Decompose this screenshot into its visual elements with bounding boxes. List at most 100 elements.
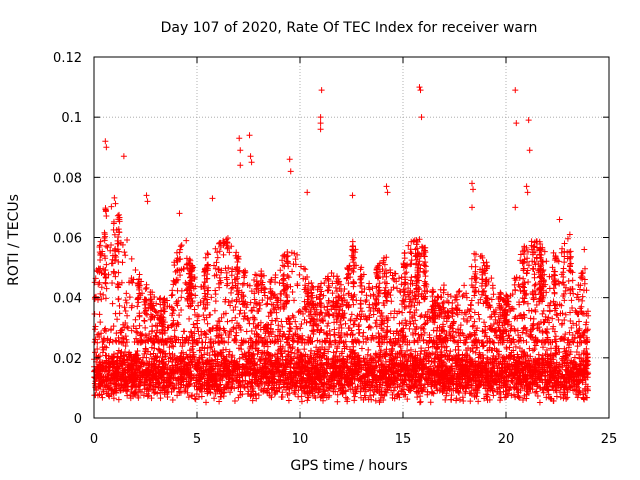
data-point bbox=[382, 358, 389, 365]
data-point bbox=[541, 365, 548, 372]
data-point bbox=[455, 388, 462, 395]
data-point bbox=[224, 367, 231, 374]
data-point bbox=[448, 396, 455, 403]
data-point bbox=[557, 394, 564, 401]
data-point bbox=[122, 343, 129, 349]
data-point bbox=[330, 349, 337, 356]
data-point bbox=[308, 347, 315, 354]
data-point bbox=[342, 394, 349, 401]
data-point bbox=[466, 354, 473, 361]
data-point bbox=[252, 345, 259, 352]
data-point bbox=[451, 368, 458, 375]
data-point bbox=[404, 396, 411, 403]
data-point bbox=[398, 350, 405, 357]
data-point bbox=[351, 393, 358, 400]
data-point bbox=[178, 350, 185, 357]
data-point bbox=[397, 357, 404, 364]
data-point bbox=[254, 351, 261, 358]
data-points bbox=[91, 84, 592, 406]
data-point bbox=[174, 392, 181, 399]
data-point bbox=[135, 383, 142, 390]
data-point bbox=[270, 375, 277, 382]
data-point bbox=[151, 354, 158, 361]
data-point bbox=[530, 347, 537, 354]
data-point bbox=[513, 380, 520, 387]
data-point bbox=[420, 356, 427, 363]
data-point bbox=[412, 348, 419, 355]
data-point bbox=[540, 344, 547, 351]
data-point bbox=[144, 393, 151, 400]
data-point bbox=[150, 350, 157, 357]
data-point bbox=[249, 397, 256, 404]
data-point bbox=[170, 385, 177, 392]
data-point bbox=[579, 379, 586, 386]
data-point bbox=[92, 384, 99, 391]
data-point bbox=[203, 399, 210, 406]
data-point bbox=[281, 347, 288, 354]
data-point bbox=[207, 344, 214, 351]
data-point bbox=[241, 350, 248, 357]
data-point bbox=[526, 385, 533, 392]
data-point bbox=[184, 389, 191, 396]
data-point bbox=[314, 353, 321, 360]
data-point bbox=[132, 389, 139, 396]
data-point bbox=[532, 342, 539, 349]
data-point bbox=[392, 384, 399, 391]
data-point bbox=[497, 397, 504, 404]
data-point bbox=[378, 357, 385, 364]
data-point bbox=[532, 389, 539, 396]
data-point bbox=[382, 353, 389, 360]
data-point bbox=[94, 345, 101, 352]
data-point bbox=[291, 350, 298, 357]
data-point bbox=[516, 345, 523, 352]
data-point bbox=[549, 373, 556, 380]
data-point bbox=[527, 353, 534, 360]
data-point bbox=[169, 396, 176, 403]
data-point bbox=[298, 398, 305, 405]
data-point bbox=[462, 388, 469, 395]
data-point bbox=[404, 347, 411, 354]
data-point bbox=[127, 395, 134, 402]
data-point bbox=[157, 389, 164, 396]
data-point bbox=[186, 347, 193, 354]
data-point bbox=[414, 385, 421, 392]
data-point bbox=[199, 344, 206, 351]
data-point bbox=[151, 390, 158, 397]
data-point bbox=[295, 370, 302, 377]
data-point bbox=[372, 383, 379, 390]
data-point bbox=[310, 354, 317, 361]
data-point bbox=[371, 388, 378, 395]
data-point bbox=[272, 389, 279, 396]
data-point bbox=[181, 388, 188, 395]
data-point bbox=[360, 364, 367, 371]
data-point bbox=[279, 389, 286, 396]
data-point bbox=[506, 344, 513, 351]
data-point bbox=[92, 349, 99, 356]
data-point bbox=[442, 396, 449, 403]
data-point bbox=[484, 372, 491, 379]
data-point bbox=[398, 387, 405, 394]
data-point bbox=[534, 367, 541, 374]
data-point bbox=[254, 361, 261, 368]
data-point bbox=[468, 390, 475, 397]
data-point bbox=[258, 386, 265, 393]
data-point bbox=[342, 387, 349, 394]
data-point bbox=[240, 354, 247, 361]
data-point bbox=[446, 356, 453, 363]
data-point bbox=[361, 359, 368, 366]
data-point bbox=[477, 353, 484, 360]
data-point bbox=[429, 350, 436, 357]
data-point bbox=[534, 393, 541, 400]
data-point bbox=[467, 398, 474, 405]
data-point bbox=[357, 388, 364, 395]
data-point bbox=[430, 358, 437, 365]
data-point bbox=[301, 346, 308, 353]
data-point bbox=[344, 398, 351, 405]
data-point bbox=[539, 379, 546, 386]
data-point bbox=[209, 348, 216, 355]
data-point bbox=[319, 344, 326, 351]
data-point bbox=[524, 352, 531, 359]
data-point bbox=[460, 357, 467, 364]
data-point bbox=[578, 354, 585, 361]
